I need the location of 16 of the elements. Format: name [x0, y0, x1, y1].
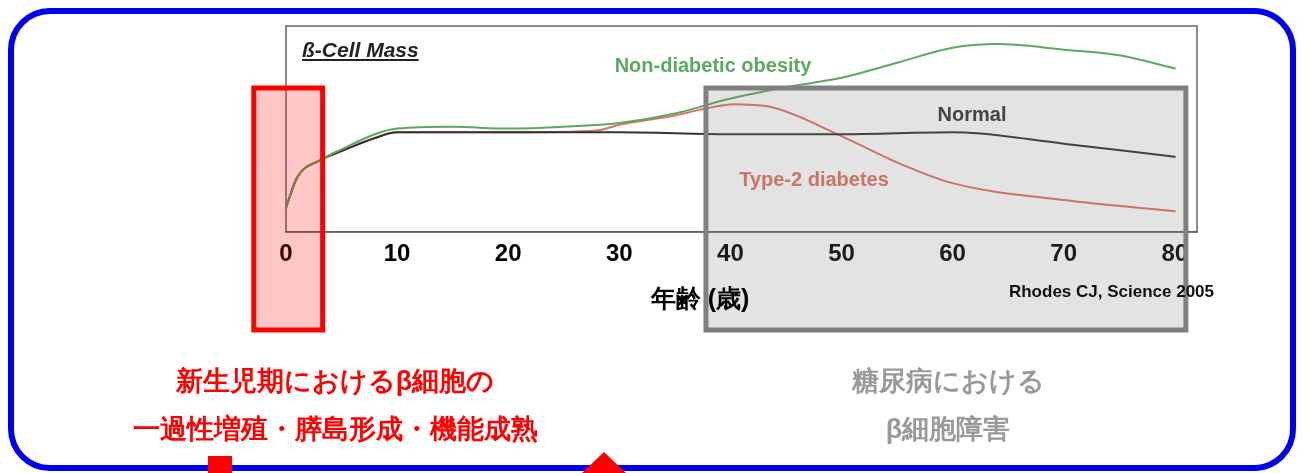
- band-label: 新生児期におけるβ細胞の一過性増殖・膵島形成・機能成熟: [132, 366, 538, 445]
- series-label: Non-diabetic obesity: [614, 53, 813, 76]
- x-tick-label: 20: [494, 239, 522, 267]
- text: Rhodes CJ, Science 2005: [1008, 281, 1214, 301]
- x-tick-label: 50: [828, 239, 855, 267]
- x-tick-label: 0: [279, 239, 293, 267]
- x-axis-title: 年齢 (歳): [649, 283, 750, 312]
- x-tick-label: 40: [717, 239, 744, 267]
- series-label: Normal: [937, 102, 1007, 125]
- x-tick-label: 30: [605, 239, 633, 267]
- series-label: Type-2 diabetes: [739, 167, 889, 190]
- x-tick-label: 70: [1050, 239, 1078, 267]
- x-tick-label: 10: [383, 239, 411, 267]
- x-tick-label: 60: [939, 239, 966, 267]
- chart-title: ß-Cell Mass: [302, 38, 419, 62]
- band-label: 糖尿病におけるβ細胞障害: [850, 366, 1045, 445]
